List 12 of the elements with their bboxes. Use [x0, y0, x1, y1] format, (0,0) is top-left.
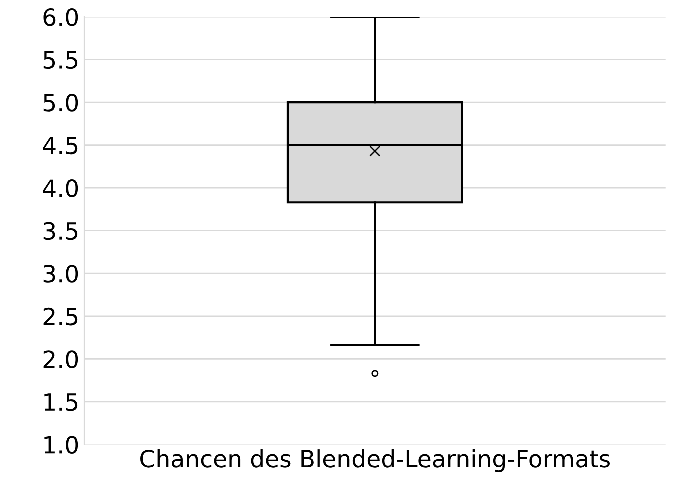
y-tick-label: 4.5 — [43, 137, 78, 155]
y-tick-label: 6.0 — [44, 8, 78, 26]
y-tick-label: 2.5 — [44, 308, 78, 326]
y-tick-label: 2.0 — [44, 350, 78, 368]
x-tick-label: Chancen des Blended-Learning-Formats — [140, 450, 610, 472]
y-tick-label: 1.0 — [44, 436, 78, 454]
y-tick-label: 5.0 — [44, 94, 78, 112]
y-tick-label: 5.5 — [44, 52, 78, 70]
y-tick-label: 3.5 — [44, 222, 78, 240]
y-tick-label: 1.5 — [44, 394, 78, 412]
y-tick-label: 4.0 — [43, 180, 78, 198]
y-tick-label: 3.0 — [44, 265, 78, 283]
